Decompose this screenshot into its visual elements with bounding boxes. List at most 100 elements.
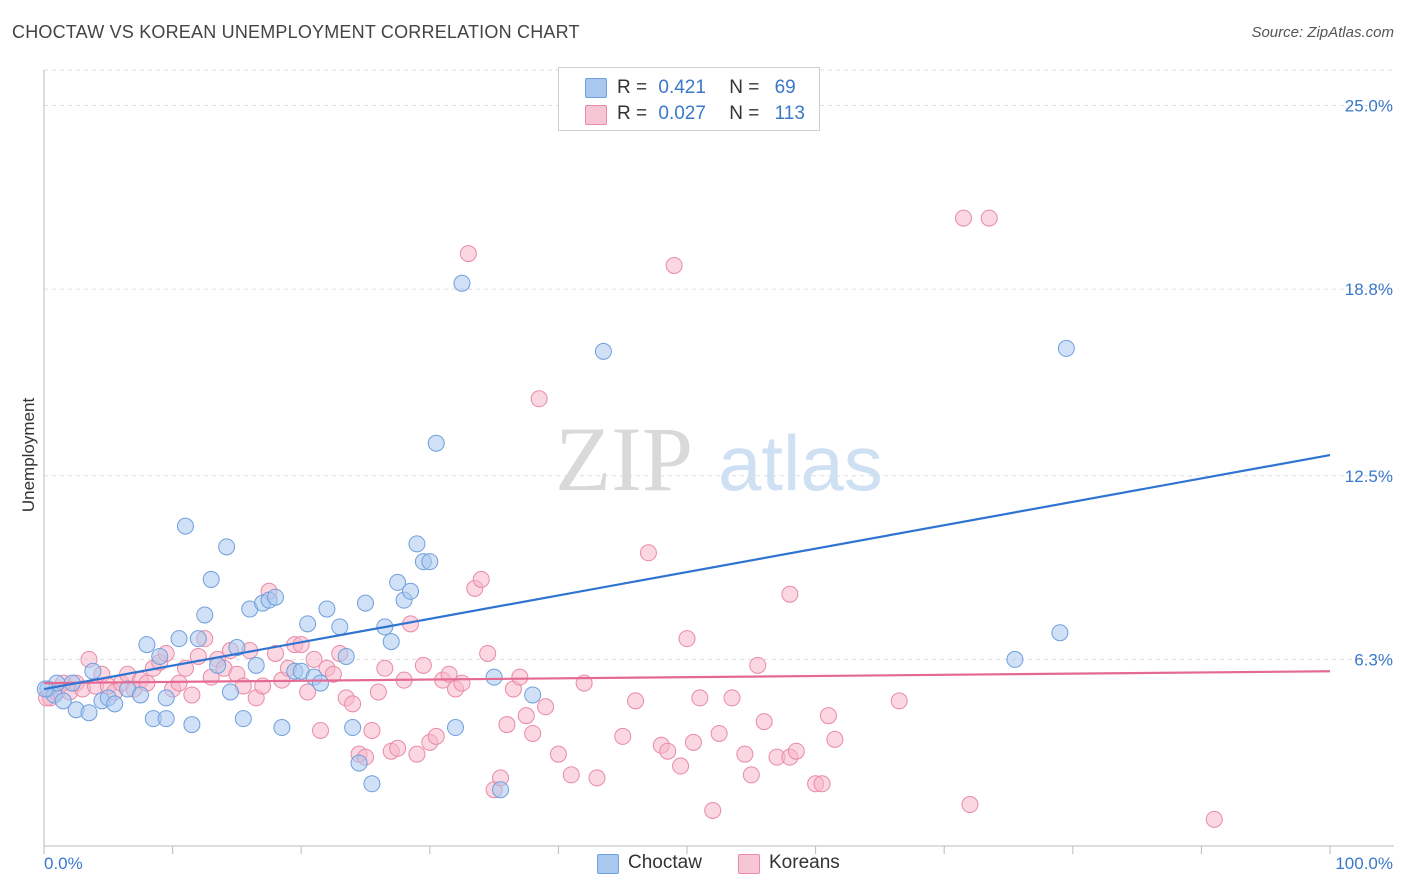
- koreans-point: [479, 644, 497, 662]
- koreans-point: [299, 683, 317, 701]
- koreans-point: [472, 570, 490, 588]
- choctaw-point: [189, 630, 207, 648]
- choctaw-point: [594, 342, 612, 360]
- koreans-point: [678, 630, 696, 648]
- bottom-legend-choctaw: Choctaw: [628, 852, 702, 873]
- y-tick-label: 25.0%: [1345, 97, 1393, 116]
- trend-lines: [43, 453, 1331, 691]
- koreans-point: [813, 775, 831, 793]
- koreans-point: [292, 636, 310, 654]
- koreans-point: [961, 796, 979, 814]
- koreans-point: [614, 727, 632, 745]
- chart-title: CHOCTAW VS KOREAN UNEMPLOYMENT CORRELATI…: [12, 22, 580, 42]
- choctaw-point: [218, 538, 236, 556]
- koreans-point: [305, 650, 323, 668]
- y-tick-label: 12.5%: [1345, 467, 1393, 486]
- x-tick-labels: 0.0% 100.0%: [44, 854, 1393, 873]
- choctaw-point: [408, 535, 426, 553]
- series-koreans: [38, 209, 1223, 828]
- koreans-point: [819, 707, 837, 725]
- choctaw-point: [318, 600, 336, 618]
- bottom-legend-swatch-choctaw: [597, 854, 619, 874]
- y-tick-label: 6.3%: [1354, 650, 1393, 669]
- koreans-point: [588, 769, 606, 787]
- watermark-zip: ZIP: [555, 408, 693, 510]
- grid-lines: [44, 69, 1394, 660]
- koreans-point: [324, 665, 342, 683]
- legend-r-label: R =: [617, 77, 648, 98]
- choctaw-point: [84, 662, 102, 680]
- choctaw-point: [337, 647, 355, 665]
- choctaw-point: [402, 582, 420, 600]
- koreans-point: [749, 656, 767, 674]
- koreans-point: [376, 659, 394, 677]
- choctaw-point: [247, 656, 265, 674]
- choctaw-point: [157, 710, 175, 728]
- choctaw-point: [453, 274, 471, 292]
- legend-r-value: 0.027: [658, 103, 706, 124]
- legend-r-label: R =: [617, 103, 648, 124]
- choctaw-point: [421, 553, 439, 571]
- choctaw-point: [1057, 339, 1075, 357]
- koreans-point: [742, 766, 760, 784]
- koreans-point: [344, 695, 362, 713]
- choctaw-point: [176, 517, 194, 535]
- koreans-point: [311, 721, 329, 739]
- koreans-point: [710, 724, 728, 742]
- choctaw-point: [151, 647, 169, 665]
- koreans-point: [691, 689, 709, 707]
- koreans-point: [549, 745, 567, 763]
- koreans-point: [672, 757, 690, 775]
- choctaw-point: [221, 683, 239, 701]
- choctaw-point: [350, 754, 368, 772]
- choctaw-point: [427, 434, 445, 452]
- koreans-point: [639, 544, 657, 562]
- koreans-point: [511, 668, 529, 686]
- legend-row-choctaw: R = 0.421 N = 69: [617, 77, 796, 99]
- koreans-point: [369, 683, 387, 701]
- choctaw-point: [331, 618, 349, 636]
- koreans-point: [826, 730, 844, 748]
- choctaw-point: [382, 633, 400, 651]
- bottom-legend-koreans: Koreans: [769, 852, 840, 873]
- y-tick-label: 18.8%: [1345, 280, 1393, 299]
- koreans-point: [755, 713, 773, 731]
- koreans-point: [408, 745, 426, 763]
- choctaw-point: [344, 719, 362, 737]
- watermark: ZIP atlas: [555, 408, 883, 510]
- legend-n-label: N =: [729, 77, 760, 98]
- legend-row-koreans: R = 0.027 N = 113: [617, 103, 805, 125]
- koreans-point: [890, 692, 908, 710]
- koreans-point: [170, 674, 188, 692]
- koreans-point: [1205, 810, 1223, 828]
- koreans-point: [498, 716, 516, 734]
- choctaw-point: [273, 719, 291, 737]
- choctaw-point: [106, 695, 124, 713]
- koreans-point: [627, 692, 645, 710]
- source-label: Source: ZipAtlas.com: [1251, 24, 1394, 41]
- koreans-point: [459, 245, 477, 263]
- choctaw-point: [228, 639, 246, 657]
- koreans-point: [562, 766, 580, 784]
- legend-n-value: 69: [774, 77, 796, 98]
- choctaw-trend-line: [43, 453, 1331, 691]
- koreans-point: [414, 656, 432, 674]
- choctaw-point: [234, 710, 252, 728]
- koreans-point: [266, 644, 284, 662]
- series-choctaw: [36, 274, 1075, 799]
- koreans-trend-line: [43, 670, 1331, 685]
- choctaw-point: [80, 704, 98, 722]
- koreans-point: [530, 390, 548, 408]
- choctaw-point: [363, 775, 381, 793]
- legend-n-label: N =: [729, 103, 760, 124]
- koreans-point: [781, 585, 799, 603]
- choctaw-point: [447, 719, 465, 737]
- legend-n-value: 113: [774, 103, 805, 124]
- choctaw-point: [389, 573, 407, 591]
- choctaw-point: [1006, 650, 1024, 668]
- koreans-point: [954, 209, 972, 227]
- legend-r-value: 0.421: [658, 77, 706, 98]
- legend-swatch-choctaw: [585, 78, 607, 98]
- bottom-legend-swatch-koreans: [738, 854, 760, 874]
